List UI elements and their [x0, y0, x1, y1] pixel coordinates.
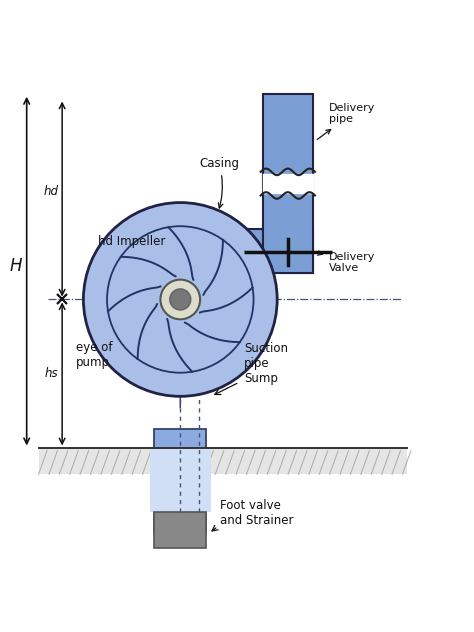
Text: Suction
pipe
Sump: Suction pipe Sump — [244, 342, 288, 385]
FancyBboxPatch shape — [150, 448, 211, 512]
FancyBboxPatch shape — [155, 429, 206, 533]
Text: Delivery
Valve: Delivery Valve — [318, 251, 375, 273]
Text: Delivery
pipe: Delivery pipe — [317, 102, 375, 140]
Circle shape — [83, 203, 277, 396]
FancyBboxPatch shape — [38, 448, 407, 475]
FancyBboxPatch shape — [155, 512, 206, 547]
Text: hd: hd — [43, 185, 58, 198]
Text: H: H — [10, 257, 23, 276]
FancyBboxPatch shape — [263, 94, 313, 274]
FancyBboxPatch shape — [238, 229, 313, 274]
Text: eye of
pump: eye of pump — [76, 341, 113, 368]
Text: hs: hs — [45, 367, 58, 380]
Text: Foot valve
and Strainer: Foot valve and Strainer — [220, 499, 294, 527]
Circle shape — [170, 289, 191, 310]
Text: hd Impeller: hd Impeller — [98, 235, 165, 248]
Circle shape — [160, 279, 200, 319]
Text: Casing: Casing — [199, 157, 239, 208]
